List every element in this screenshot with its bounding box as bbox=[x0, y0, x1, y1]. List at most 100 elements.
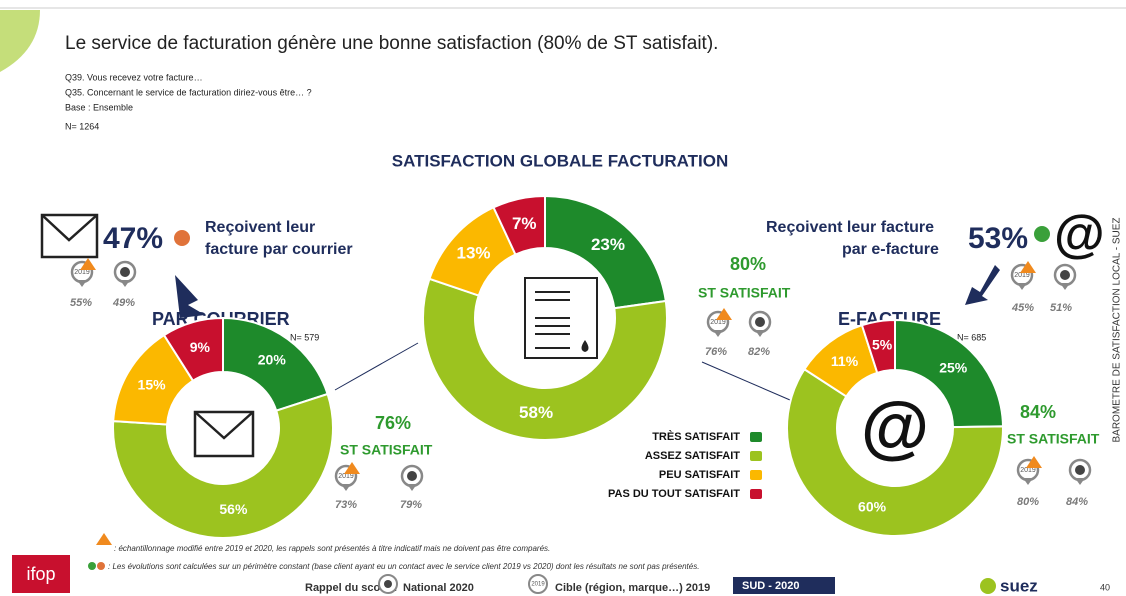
badge-2019: 2019 bbox=[334, 462, 360, 493]
legend-cible: Cible (région, marque…) 2019 bbox=[555, 582, 710, 594]
warning-icon bbox=[96, 533, 112, 545]
rappel-2019: 45% bbox=[1011, 302, 1034, 314]
rappel-national: 51% bbox=[1050, 302, 1072, 314]
st-label: ST SATISFAIT bbox=[1007, 431, 1100, 447]
share: 47% bbox=[103, 222, 163, 255]
st-2019: 80% bbox=[1017, 496, 1039, 508]
region: SUD - 2020 bbox=[742, 580, 799, 592]
legend-swatch bbox=[750, 432, 762, 442]
corner-leaf bbox=[0, 10, 40, 72]
svg-text:2019: 2019 bbox=[710, 319, 726, 326]
chart-title: SATISFACTION GLOBALE FACTURATION bbox=[392, 151, 729, 170]
donut-segment bbox=[894, 318, 1005, 429]
badge-national bbox=[1068, 458, 1092, 487]
ifop-logo-text: ifop bbox=[26, 564, 55, 584]
data-label: 56% bbox=[219, 501, 248, 517]
badge-2019: 2019 bbox=[1010, 261, 1036, 292]
legend-swatch bbox=[750, 489, 762, 499]
arrow bbox=[965, 265, 1000, 305]
donut-segment bbox=[162, 316, 224, 383]
page-number: 40 bbox=[1100, 582, 1110, 592]
donut-segment bbox=[112, 392, 334, 539]
n: N= 579 bbox=[290, 332, 319, 342]
badge-2019: 2019 bbox=[706, 308, 732, 339]
suez-logo-text: suez bbox=[1000, 576, 1038, 595]
st-national: 84% bbox=[1066, 496, 1088, 508]
trend-icon bbox=[88, 562, 96, 570]
trend-up bbox=[1034, 226, 1050, 242]
question: Q35. Concernant le service de facturatio… bbox=[65, 87, 312, 97]
link-arrow bbox=[334, 342, 419, 391]
badge-2019: 2019 bbox=[70, 258, 96, 289]
rappel-national: 49% bbox=[112, 297, 135, 309]
at-icon: @ bbox=[861, 387, 929, 465]
data-label: 20% bbox=[258, 352, 287, 368]
donut-segment bbox=[422, 277, 668, 441]
envelope-icon bbox=[193, 410, 255, 458]
drop-icon bbox=[581, 340, 589, 352]
slide-title: Le service de facturation génère une bon… bbox=[65, 33, 718, 54]
svg-text:2019: 2019 bbox=[338, 473, 354, 480]
data-label: 7% bbox=[512, 214, 537, 233]
data-label: 9% bbox=[190, 339, 211, 355]
side-text: BAROMETRE DE SATISFACTION LOCAL - SUEZ bbox=[1112, 217, 1123, 442]
ifop-logo bbox=[12, 555, 70, 593]
st-national: 82% bbox=[748, 346, 770, 358]
legend-swatch bbox=[750, 451, 762, 461]
data-label: 11% bbox=[831, 353, 859, 369]
at-icon: @ bbox=[1054, 206, 1105, 264]
question: Q39. Vous recevez votre facture… bbox=[65, 72, 203, 82]
channel-text: Reçoivent leur facture bbox=[766, 219, 934, 236]
note: : Les évolutions sont calculées sur un p… bbox=[108, 562, 699, 571]
region-box bbox=[733, 577, 835, 594]
badge-2019: 2019 bbox=[528, 574, 548, 594]
donut-segment bbox=[492, 194, 546, 256]
st-value: 76% bbox=[375, 413, 411, 433]
badge-national bbox=[113, 260, 137, 289]
envelope-flap bbox=[194, 411, 254, 440]
data-label: 15% bbox=[138, 376, 167, 392]
st-label: ST SATISFAIT bbox=[698, 285, 791, 301]
data-label: 25% bbox=[939, 360, 968, 376]
legend-label: PEU SATISFAIT bbox=[659, 469, 740, 481]
st-2019: 73% bbox=[335, 499, 357, 511]
n: N= 685 bbox=[957, 332, 986, 342]
legend-label: PAS DU TOUT SATISFAIT bbox=[608, 488, 740, 500]
st-label: ST SATISFAIT bbox=[340, 442, 433, 458]
st-2019: 76% bbox=[705, 346, 727, 358]
question: Base : Ensemble bbox=[65, 102, 133, 112]
trend-down bbox=[174, 230, 190, 246]
badge-national bbox=[378, 574, 398, 594]
badge-national bbox=[400, 464, 424, 493]
svg-text:2019: 2019 bbox=[531, 582, 545, 588]
note: : échantillonnage modifié entre 2019 et … bbox=[114, 544, 550, 553]
svg-text:2019: 2019 bbox=[1020, 467, 1036, 474]
suez-logo bbox=[980, 578, 996, 594]
st-value: 80% bbox=[730, 254, 766, 274]
arrow bbox=[175, 275, 205, 318]
badge-national bbox=[1053, 263, 1077, 292]
channel-text: Reçoivent leur bbox=[205, 219, 315, 236]
legend-national: National 2020 bbox=[403, 582, 474, 594]
envelope-icon bbox=[40, 213, 99, 259]
data-label: 58% bbox=[519, 403, 553, 422]
link-arrow bbox=[701, 361, 791, 401]
svg-text:2019: 2019 bbox=[1014, 272, 1030, 279]
trend-icon bbox=[97, 562, 105, 570]
legend-label: TRÈS SATISFAIT bbox=[652, 430, 740, 443]
donut-segment bbox=[786, 367, 1004, 537]
legend-swatch bbox=[750, 470, 762, 480]
data-label: 23% bbox=[591, 235, 625, 254]
donut-segment bbox=[860, 318, 896, 375]
rappel: Rappel du score : bbox=[305, 582, 397, 594]
rappel-2019: 55% bbox=[70, 297, 92, 309]
badge-national bbox=[748, 310, 772, 339]
svg-text:2019: 2019 bbox=[74, 269, 90, 276]
data-label: 13% bbox=[457, 243, 491, 262]
share: 53% bbox=[968, 222, 1028, 255]
data-label: 5% bbox=[872, 337, 893, 353]
data-label: 60% bbox=[858, 498, 887, 514]
badge-2019: 2019 bbox=[1016, 456, 1042, 487]
channel-text: par e-facture bbox=[842, 241, 939, 258]
